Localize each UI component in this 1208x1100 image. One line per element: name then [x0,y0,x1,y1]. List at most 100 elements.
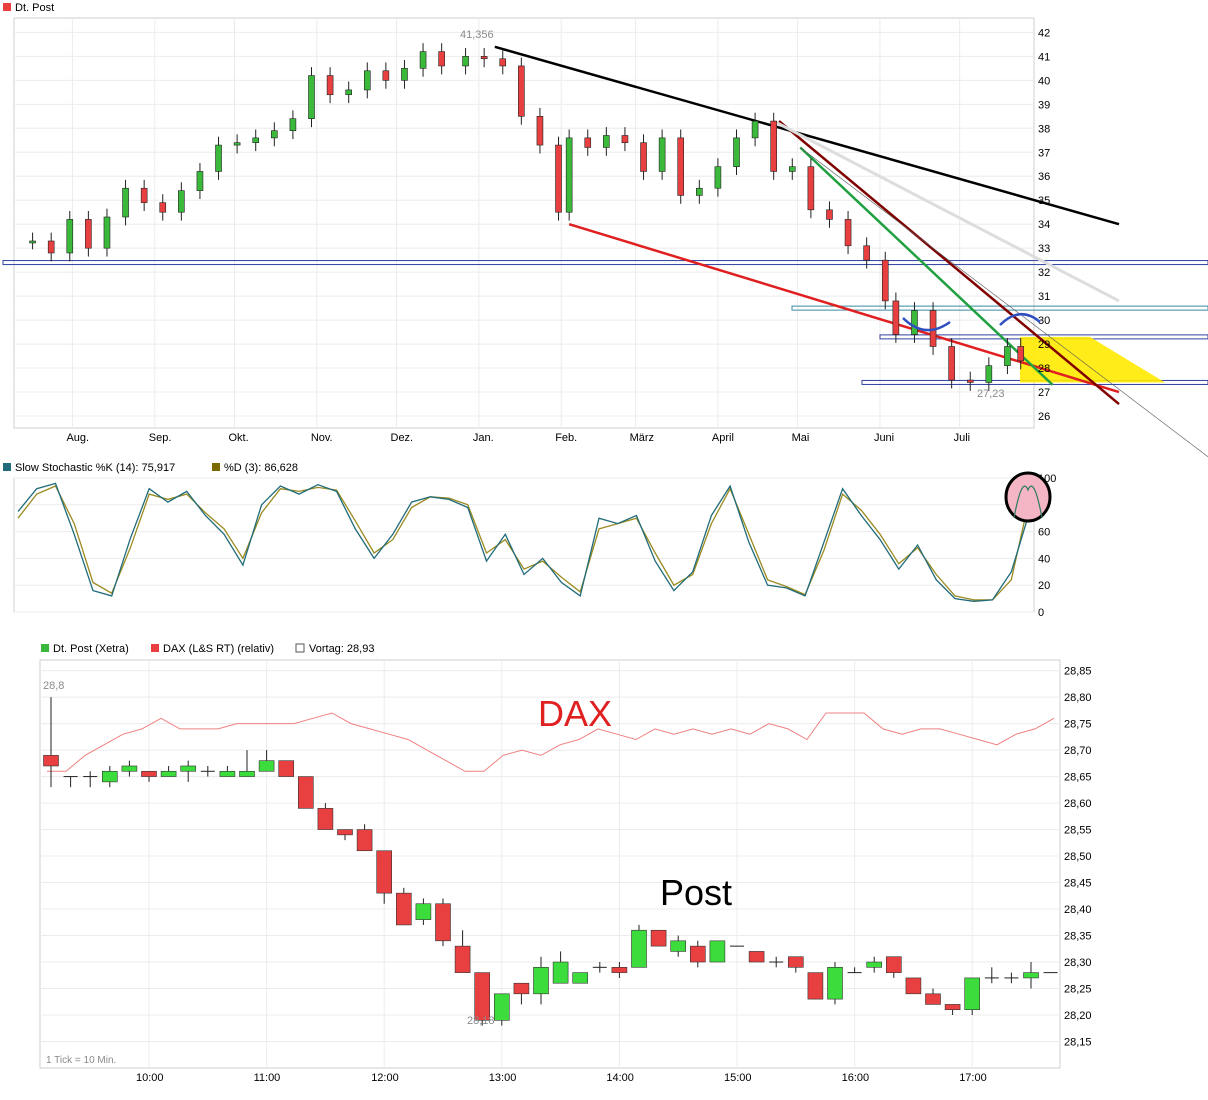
intraday-panel: Dt. Post (Xetra) DAX (L&S RT) (relativ) … [39,643,1092,1084]
annotation-low: 27,23 [977,388,1005,400]
y-tick-label: 38 [1038,123,1050,135]
intraday-candle-body [533,967,549,995]
intraday-candle-body [317,808,334,830]
x-tick-label: 12:00 [371,1072,399,1084]
intraday-candle-body [102,770,118,783]
y-tick-label: 28,20 [1064,1010,1092,1022]
price-candle-body [733,137,740,167]
price-candle-body [326,75,334,96]
y-tick-label: 28,65 [1064,772,1092,784]
x-tick-label: Mai [792,432,810,444]
price-candle-body [1017,346,1025,362]
pattern-arc-right [999,313,1041,326]
intraday-candle-body [866,961,883,968]
legend-swatch-dax [151,644,159,652]
price-candle-body [140,187,148,203]
x-tick-label: 13:00 [489,1072,517,1084]
y-tick-label: 31 [1038,291,1050,303]
annotation-intraday-low: 28,18 [467,1015,495,1027]
price-candle-body [807,166,815,211]
price-candle-body [196,171,204,191]
price-candle-body [518,65,525,117]
legend-swatch-d [212,463,220,471]
y-tick-label: 30 [1038,315,1050,327]
price-candle-body [159,202,167,213]
y-tick-label: 28,25 [1064,984,1092,996]
intraday-candle-body [944,1004,961,1011]
legend-label-vortag: Vortag: 28,93 [309,643,374,655]
y-tick-label: 28,75 [1064,719,1092,731]
annotation-high: 41,356 [460,29,494,41]
y-tick-label: 28,40 [1064,904,1092,916]
series-line-d [17,485,1031,601]
price-candle-body [892,300,900,335]
intraday-candle-body [689,945,706,963]
x-tick-label: 16:00 [842,1072,870,1084]
price-candle-body [215,144,222,172]
overbought-circle-marker [1004,471,1052,523]
intraday-candle-body [297,776,314,809]
intraday-plot-area [39,659,1061,1069]
price-candle-body [555,144,562,213]
y-tick-label: 28,15 [1064,1037,1092,1049]
price-candle-body [536,116,544,146]
x-tick-label: Okt. [228,432,248,444]
intraday-candle-body [435,903,451,942]
intraday-candle-body [43,755,59,767]
price-candle-body [948,346,955,381]
trend-line [778,120,1120,405]
price-candle-body [419,51,427,69]
legend-swatch-dt-post-xetra [41,644,49,652]
price-candle-body [770,120,777,172]
price-y-axis: 26 27 28 29 30 31 32 33 34 35 36 37 38 39 40 41 42 [1038,27,1050,423]
intraday-candle-body [611,967,628,973]
y-tick-label: 36 [1038,171,1050,183]
trend-line-thin [800,147,1208,458]
x-tick-label: 17:00 [959,1072,987,1084]
yellow-target-zone [1020,336,1165,383]
x-tick-label: 14:00 [606,1072,634,1084]
price-candle-body [178,190,185,213]
price-candle-body [85,219,92,249]
trend-line [568,223,1120,394]
legend-label-dax: DAX (L&S RT) (relativ) [163,643,274,655]
price-candle-body [584,137,592,148]
stochastic-panel: Slow Stochastic %K (14): 75,917 %D (3): … [3,462,1056,619]
y-tick-label: 29 [1038,339,1050,351]
y-tick-label: 28,30 [1064,957,1092,969]
intraday-candle-body [964,977,981,1011]
intraday-candle-body [787,956,804,968]
legend-label-dt-post-xetra: Dt. Post (Xetra) [53,643,129,655]
dax-relative-line [47,712,1055,772]
price-candles [29,43,1025,391]
y-tick-label: 41 [1038,51,1050,63]
price-candle-body [122,187,129,218]
horizontal-level-line [2,260,1208,266]
price-candle-body [480,56,488,60]
y-tick-label: 60 [1038,527,1050,539]
y-tick-label: 28,45 [1064,878,1092,890]
intraday-candle-body [219,770,236,777]
y-tick-label: 0 [1038,607,1044,619]
intraday-candles [43,697,1058,1026]
annotation-dax-label: DAX [538,693,612,734]
intraday-candle-body [337,829,353,836]
x-tick-label: Feb. [555,432,577,444]
intraday-candle-body [180,765,196,772]
price-candle-body [640,142,647,172]
intraday-candle-body [141,770,157,777]
stochastic-plot-area [13,477,1035,613]
series-line-k [17,482,1031,602]
intraday-candle-body [807,972,824,1000]
x-tick-label: März [630,432,654,444]
legend-label-dt-post: Dt. Post [15,2,54,14]
intraday-candle-body [395,892,412,926]
y-tick-label: 28 [1038,363,1050,375]
x-tick-label: Jan. [473,432,494,444]
intraday-candle-body [278,760,295,777]
price-candle-body [438,51,445,67]
pattern-arc-left [902,317,951,332]
price-candle-body [345,89,352,96]
y-tick-label: 28,70 [1064,745,1092,757]
intraday-candle-body [239,770,255,777]
